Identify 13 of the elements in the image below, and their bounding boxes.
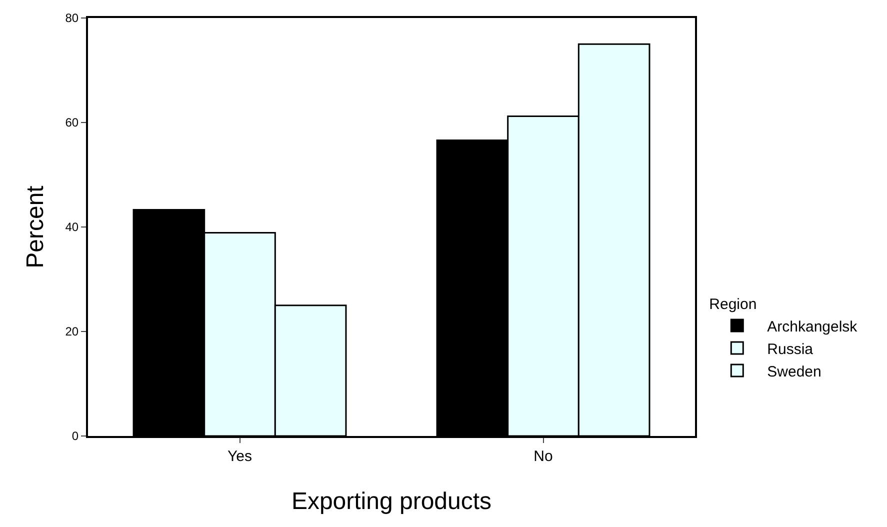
y-axis-title: Percent — [22, 185, 49, 268]
y-tick-label: 80 — [65, 11, 79, 26]
legend-label: Sweden — [767, 363, 822, 380]
x-tick-label: No — [534, 448, 553, 465]
legend-title: Region — [709, 296, 757, 314]
y-tick-label: 0 — [72, 429, 79, 444]
legend-label: Archkangelsk — [767, 318, 858, 336]
y-tick-label: 60 — [65, 116, 79, 130]
legend-label: Russia — [767, 340, 814, 358]
x-tick-label: Yes — [228, 448, 252, 465]
x-axis-title: Exporting products — [291, 488, 492, 515]
y-tick-label: 40 — [65, 220, 79, 234]
y-tick-label: 20 — [65, 324, 79, 339]
